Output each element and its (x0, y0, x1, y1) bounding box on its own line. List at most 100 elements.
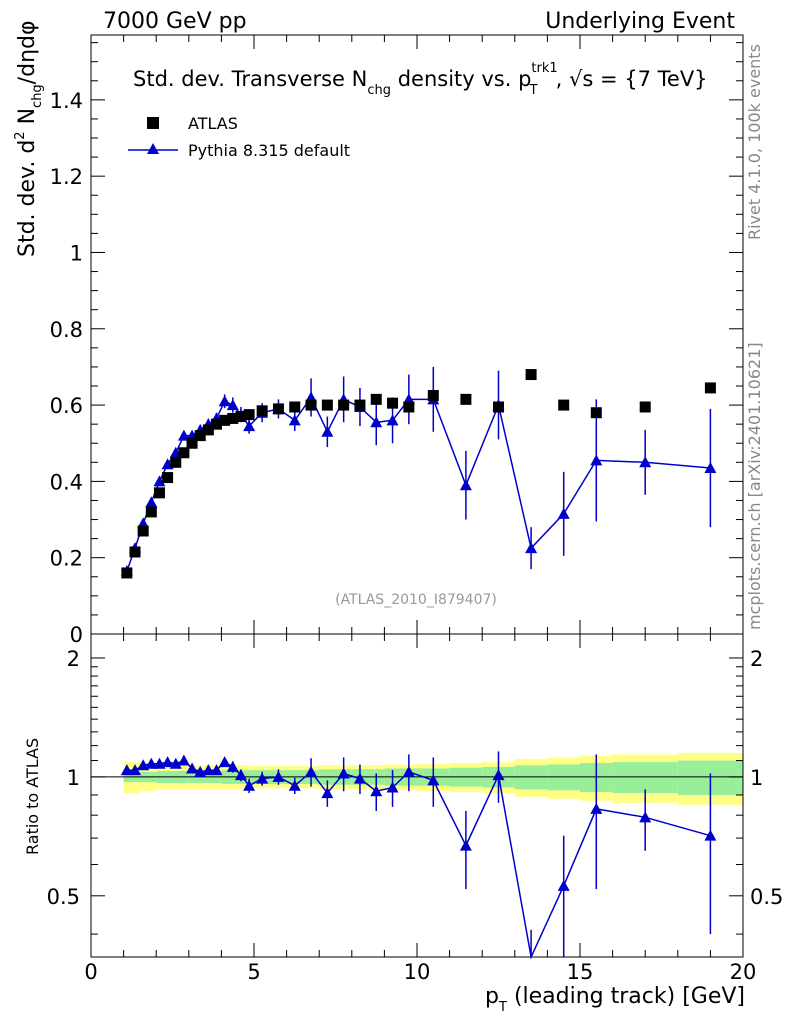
atlas-point (525, 369, 537, 381)
pythia-point (153, 475, 166, 487)
ratio-pythia-point (427, 774, 440, 786)
ratio-ticks (90, 634, 744, 957)
legend-pythia-label: Pythia 8.315 default (188, 141, 350, 160)
ratio-band-inner (612, 762, 678, 794)
ratio-pythia-point (186, 762, 199, 774)
pythia-series (120, 366, 717, 577)
atlas-point (590, 407, 602, 419)
legend-atlas-label: ATLAS (188, 114, 238, 133)
main-ylabel: Std. dev. d2 Nchg/dηdφ (13, 21, 45, 258)
pythia-point (145, 496, 158, 508)
ratio-pythia-point (353, 772, 366, 784)
atlas-series (121, 369, 716, 579)
xlabel: pT (leading track) [GeV] (485, 984, 745, 1015)
main-title: Std. dev. Transverse Nchg density vs. pt… (133, 61, 708, 98)
title-sup: trk1 (531, 61, 557, 76)
legend: ATLAS Pythia 8.315 default (128, 114, 350, 160)
atlas-point (227, 412, 239, 424)
atlas-point (370, 393, 382, 405)
main-watermark: (ATLAS_2010_I879407) (335, 592, 497, 608)
atlas-point (202, 424, 214, 436)
atlas-point (289, 401, 301, 413)
ratio-pythia-point (386, 781, 399, 793)
ratio-pythia-point (120, 764, 133, 776)
ratio-pythia-point (704, 829, 717, 841)
mcplots-label: mcplots.cern.ch [arXiv:2401.10621] (745, 342, 764, 630)
atlas-point (558, 399, 570, 411)
atlas-point (219, 414, 231, 426)
pythia-point (704, 462, 717, 474)
ratio-pythia-point (459, 839, 472, 851)
title-sub1: chg (367, 83, 391, 98)
ratio-pythia-point (337, 767, 350, 779)
ylabel-c: /dηdφ (15, 21, 40, 85)
atlas-point (354, 399, 366, 411)
ratio-pythia-point (129, 764, 142, 776)
atlas-point (493, 401, 504, 413)
ratio-pythia-line (126, 759, 711, 960)
atlas-point (256, 405, 268, 417)
ratio-pythia-point (272, 770, 285, 782)
atlas-point (704, 382, 716, 394)
xlabel-a: p (485, 984, 499, 1009)
atlas-point (162, 472, 174, 484)
xtick-label: 0 (84, 960, 97, 984)
ratio-pythia-point (177, 754, 190, 766)
main-ticks (90, 35, 744, 635)
ratio-pythia-point (145, 757, 158, 769)
xtick-labels: 0 5 10 15 20 (84, 960, 756, 984)
ratio-ytick-label-right: 0.5 (750, 885, 783, 909)
ratio-pythia-point (402, 765, 415, 777)
xlabel-b: (leading track) [GeV] (507, 984, 745, 1009)
ratio-pythia-point (492, 769, 505, 781)
pythia-point (639, 456, 652, 468)
legend-atlas-marker (147, 117, 159, 129)
title-post: , √s = {7 TeV} (556, 67, 708, 91)
ratio-pythia-point (370, 785, 383, 797)
pythia-point (218, 395, 231, 407)
pythia-point (525, 542, 538, 554)
legend-pythia-marker (147, 143, 159, 154)
ratio-pythia-point (557, 879, 570, 891)
ratio-ytick-label-right: 1 (750, 766, 763, 790)
ratio-pythia-point (321, 787, 334, 799)
ratio-ytick-label-left: 0.5 (47, 885, 80, 909)
ratio-pythia-point (202, 764, 215, 776)
ratio-ylabel: Ratio to ATLAS (23, 738, 42, 855)
atlas-point (305, 399, 317, 411)
atlas-point (387, 397, 399, 409)
pythia-point (370, 416, 383, 428)
atlas-point (170, 456, 182, 468)
atlas-point (321, 399, 333, 411)
pythia-point (557, 507, 570, 519)
ratio-ytick-labels: 0.5 0.5 1 1 2 2 (47, 647, 784, 909)
ratio-panel: 0.5 0.5 1 1 2 2 0 5 10 15 20 Ratio to ATLAS pT (l… (23, 633, 784, 1015)
pythia-point (386, 414, 399, 426)
ratio-pythia-point (639, 811, 652, 823)
atlas-point (639, 401, 651, 413)
title-sub2: T (529, 83, 538, 98)
main-ytick-label: 0.6 (50, 394, 83, 418)
ratio-ytick-label-left: 2 (67, 647, 80, 671)
atlas-point (211, 418, 223, 430)
main-ytick-label: 0.8 (50, 318, 83, 342)
header-left: 7000 GeV pp (103, 9, 247, 34)
atlas-point (460, 393, 472, 405)
ratio-pythia-point (305, 765, 318, 777)
header-right: Underlying Event (545, 9, 735, 34)
ratio-pythia-point (218, 756, 231, 768)
atlas-point (194, 430, 206, 442)
atlas-point (178, 447, 190, 459)
ratio-pythia-point (256, 772, 269, 784)
ratio-pythia-point (288, 779, 301, 791)
ylabel-a: Std. dev. d (15, 140, 40, 257)
atlas-point (129, 546, 141, 558)
xtick-label: 20 (730, 960, 757, 984)
ratio-pythia-point (234, 769, 247, 781)
pythia-point (590, 454, 603, 466)
main-ytick-labels: 0 0.2 0.4 0.6 0.8 1 1.2 1.4 (50, 89, 83, 647)
atlas-point (186, 437, 198, 449)
main-ytick-label: 1.4 (50, 89, 83, 113)
main-ytick-label: 1 (70, 241, 83, 265)
